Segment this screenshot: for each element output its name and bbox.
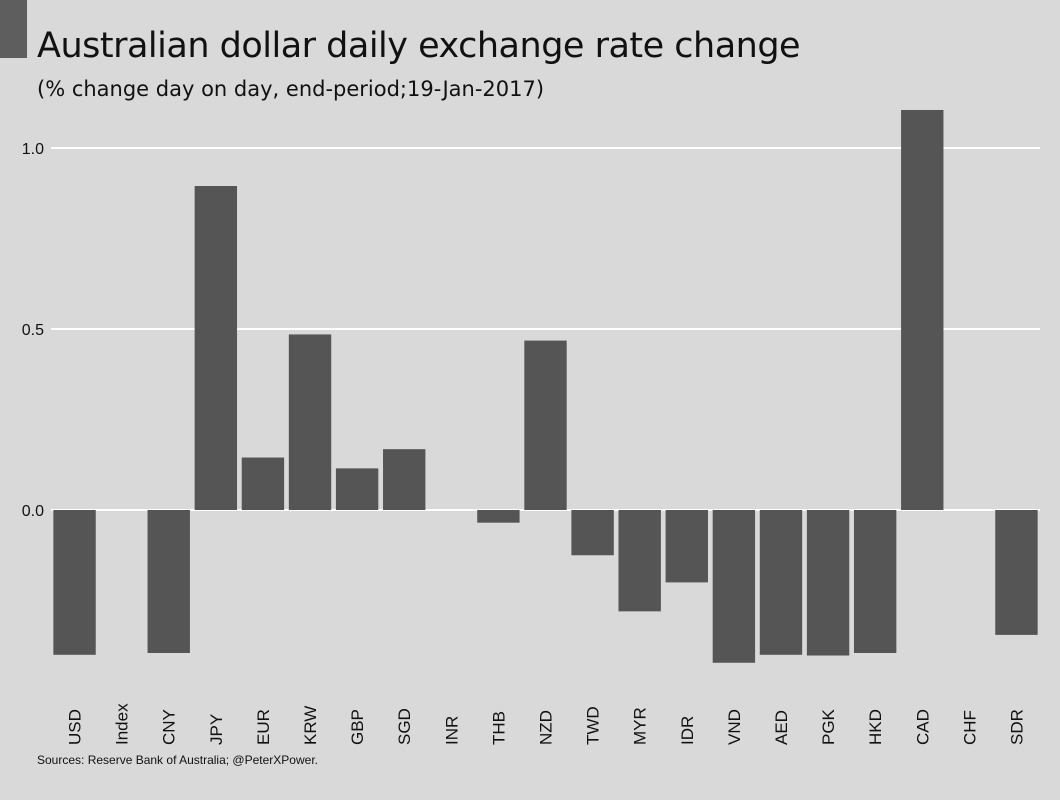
bar-myr — [618, 510, 661, 612]
x-tick-label-nzd: NZD — [537, 710, 556, 745]
y-axis-tick-labels: 0.0 0.5 1.0 — [22, 141, 44, 520]
source-caption: Sources: Reserve Bank of Australia; @Pet… — [37, 753, 318, 767]
bars — [53, 109, 1038, 663]
chart-title: Australian dollar daily exchange rate ch… — [37, 26, 801, 66]
y-tick-label: 0.0 — [22, 503, 44, 520]
x-tick-label-sgd: SGD — [395, 708, 414, 745]
x-tick-label-hkd: HKD — [866, 709, 885, 745]
x-tick-label-usd: USD — [66, 709, 85, 745]
x-tick-label-gbp: GBP — [348, 709, 367, 745]
bar-vnd — [712, 510, 756, 663]
x-tick-label-myr: MYR — [631, 707, 650, 745]
x-tick-label-eur: EUR — [254, 709, 273, 745]
x-tick-label-jpy: JPY — [207, 714, 226, 745]
x-axis-tick-labels: USD Index CNY JPY EUR KRW GBP SGD INR THB NZD TWD MY… — [66, 703, 1027, 745]
chart-subtitle: (% change day on day, end-period;19-Jan-… — [37, 77, 545, 101]
bar-krw — [288, 334, 332, 510]
bar-gbp — [335, 468, 379, 510]
bar-hkd — [853, 510, 897, 653]
bar-usd — [53, 510, 96, 655]
x-tick-label-twd: TWD — [584, 706, 603, 745]
bar-sdr — [995, 510, 1038, 635]
bar-twd — [571, 510, 614, 556]
x-tick-label-index: Index — [113, 703, 132, 745]
bar-nzd — [524, 340, 567, 510]
x-tick-label-cny: CNY — [160, 709, 179, 745]
bar-eur — [241, 457, 285, 510]
bar-cny — [147, 510, 190, 653]
bar-idr — [665, 510, 708, 583]
x-tick-label-inr: INR — [442, 716, 461, 745]
x-tick-label-krw: KRW — [301, 706, 320, 745]
x-tick-label-vnd: VND — [725, 709, 744, 745]
x-tick-label-sdr: SDR — [1007, 709, 1026, 745]
x-tick-label-chf: CHF — [960, 710, 979, 745]
x-tick-label-pgk: PGK — [819, 708, 838, 745]
bar-jpy — [194, 186, 238, 510]
corner-accent-block — [0, 0, 27, 58]
bar-cad — [901, 109, 944, 511]
x-tick-label-cad: CAD — [913, 709, 932, 745]
x-tick-label-thb: THB — [489, 711, 508, 745]
y-tick-label: 1.0 — [22, 141, 44, 158]
x-tick-label-idr: IDR — [678, 716, 697, 745]
y-tick-label: 0.5 — [22, 322, 44, 339]
bar-pgk — [806, 510, 850, 656]
bar-thb — [477, 510, 520, 523]
bar-aed — [759, 510, 803, 655]
bar-sgd — [383, 449, 426, 510]
x-tick-label-aed: AED — [772, 710, 791, 745]
